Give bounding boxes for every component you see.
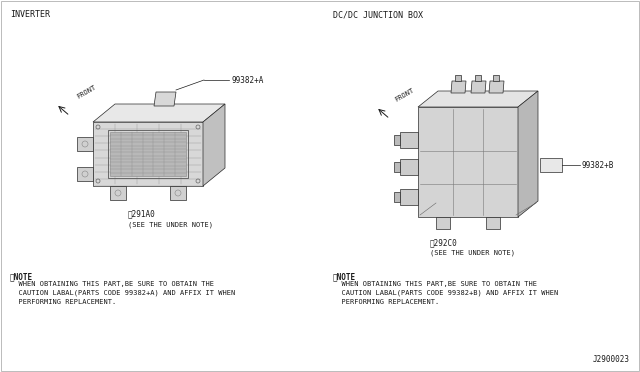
Polygon shape (475, 75, 481, 81)
Text: (SEE THE UNDER NOTE): (SEE THE UNDER NOTE) (128, 221, 213, 228)
Text: FRONT: FRONT (394, 87, 415, 103)
Text: ※292C0: ※292C0 (430, 238, 458, 247)
Text: ※NOTE: ※NOTE (10, 272, 33, 281)
Polygon shape (93, 122, 203, 186)
Text: 99382+B: 99382+B (582, 160, 614, 170)
Text: INVERTER: INVERTER (10, 10, 50, 19)
Polygon shape (400, 132, 418, 148)
Polygon shape (493, 75, 499, 81)
Polygon shape (540, 158, 562, 172)
Polygon shape (436, 217, 450, 229)
Polygon shape (394, 162, 400, 172)
Polygon shape (170, 186, 186, 200)
Text: ※NOTE: ※NOTE (333, 272, 356, 281)
Polygon shape (77, 167, 93, 181)
Polygon shape (77, 137, 93, 151)
Text: 99382+A: 99382+A (231, 76, 264, 84)
Polygon shape (489, 81, 504, 93)
Polygon shape (110, 132, 186, 176)
Polygon shape (451, 81, 466, 93)
Text: WHEN OBTAINING THIS PART,BE SURE TO OBTAIN THE
  CAUTION LABAL(PARTS CODE 99382+: WHEN OBTAINING THIS PART,BE SURE TO OBTA… (333, 281, 558, 305)
Polygon shape (486, 217, 500, 229)
Polygon shape (418, 91, 538, 107)
Polygon shape (394, 192, 400, 202)
Polygon shape (110, 186, 126, 200)
Polygon shape (471, 81, 486, 93)
Polygon shape (400, 189, 418, 205)
Text: WHEN OBTAINING THIS PART,BE SURE TO OBTAIN THE
  CAUTION LABAL(PARTS CODE 99382+: WHEN OBTAINING THIS PART,BE SURE TO OBTA… (10, 281, 236, 305)
Polygon shape (203, 104, 225, 186)
Text: (SEE THE UNDER NOTE): (SEE THE UNDER NOTE) (430, 250, 515, 257)
Polygon shape (93, 104, 225, 122)
Text: DC/DC JUNCTION BOX: DC/DC JUNCTION BOX (333, 10, 423, 19)
Polygon shape (400, 159, 418, 175)
Polygon shape (154, 92, 176, 106)
Text: J2900023: J2900023 (593, 355, 630, 364)
Text: FRONT: FRONT (76, 84, 97, 100)
Polygon shape (394, 135, 400, 145)
Text: ※291A0: ※291A0 (128, 209, 156, 218)
Polygon shape (455, 75, 461, 81)
Polygon shape (518, 91, 538, 217)
Polygon shape (418, 107, 518, 217)
